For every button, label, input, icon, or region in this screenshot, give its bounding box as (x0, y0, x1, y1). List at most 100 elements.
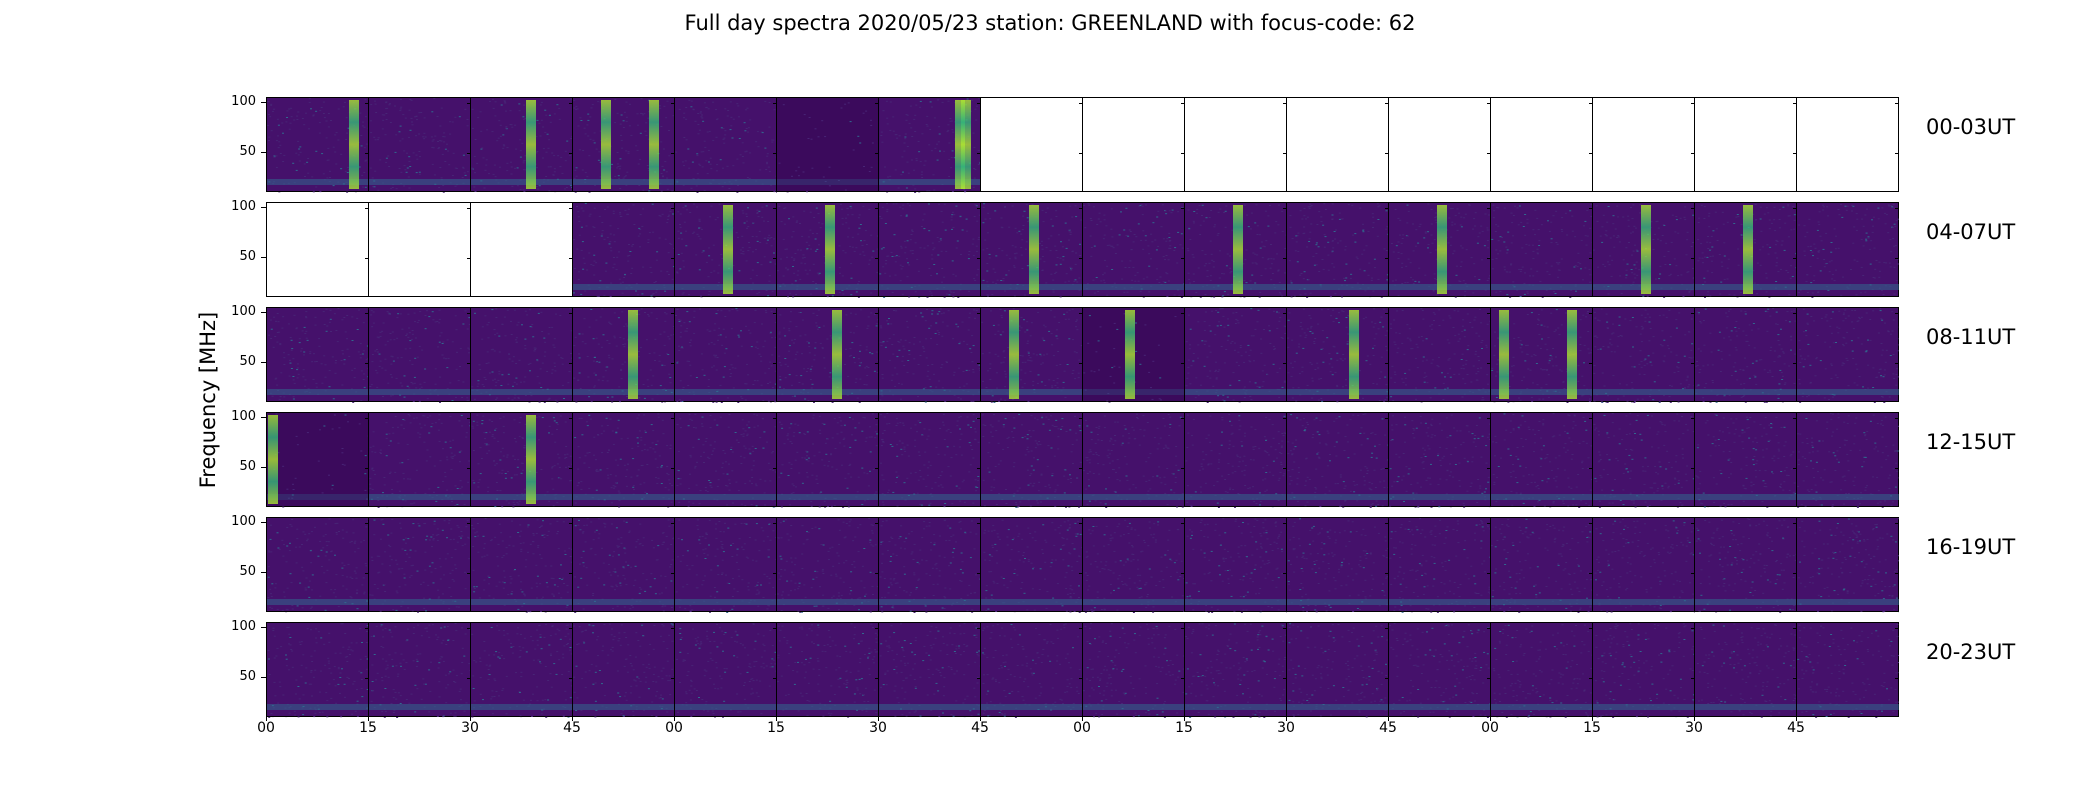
panel-tick (1079, 363, 1083, 364)
panel-tick (1079, 468, 1083, 469)
spectrum-noise (1593, 308, 1695, 403)
radio-burst (1233, 205, 1244, 294)
spectrum-panel (1490, 517, 1593, 613)
panel-tick (1079, 208, 1083, 209)
y-tick-label: 50 (239, 564, 256, 579)
panel-tick (1181, 103, 1185, 104)
low-frequency-band (1083, 599, 1185, 605)
panel-tick (1181, 678, 1185, 679)
x-tick-label: 00 (257, 720, 275, 736)
low-frequency-band (1287, 599, 1389, 605)
spectrum-panel (368, 307, 471, 403)
panel-tick (1283, 313, 1287, 314)
y-tick-label: 100 (231, 199, 256, 214)
panel-tick (569, 208, 573, 209)
panel-tick (1487, 103, 1491, 104)
spectrum-panel-empty (368, 202, 471, 297)
spectrum-noise (1491, 518, 1593, 613)
radio-burst (1743, 205, 1754, 294)
panel-tick (467, 678, 471, 679)
panel-tick (1181, 313, 1185, 314)
low-frequency-band (1185, 704, 1287, 710)
panel-tick (1079, 153, 1083, 154)
spectrum-panel (1796, 622, 1899, 718)
spectrum-panel (1490, 202, 1593, 298)
panel-tick (875, 103, 879, 104)
panel-tick (1691, 523, 1695, 524)
y-tick-mark (261, 312, 266, 313)
panel-tick (1283, 573, 1287, 574)
panel-tick (875, 523, 879, 524)
panel-tick (1181, 523, 1185, 524)
panel-tick (1895, 153, 1899, 154)
panel-tick (671, 573, 675, 574)
panel-tick (569, 103, 573, 104)
spectrum-panel (1388, 517, 1491, 613)
panel-tick (773, 418, 777, 419)
panel-tick (1895, 258, 1899, 259)
low-frequency-band (777, 704, 879, 710)
spectrum-noise (471, 414, 573, 508)
spectrum-panel (368, 622, 471, 718)
low-frequency-band (1083, 704, 1185, 710)
panel-tick (1079, 258, 1083, 259)
spectrum-noise (267, 413, 369, 508)
spectrum-noise (1593, 413, 1695, 508)
low-frequency-band (675, 704, 777, 710)
panel-tick (467, 523, 471, 524)
panel-tick (365, 628, 369, 629)
panel-tick (467, 628, 471, 629)
spectrum-panel (1796, 307, 1899, 403)
spectrum-panel (674, 97, 777, 193)
panel-tick (1589, 208, 1593, 209)
low-frequency-band (879, 284, 981, 290)
panel-tick (1487, 363, 1491, 364)
panel-tick (1181, 628, 1185, 629)
panel-tick (1487, 468, 1491, 469)
panel-tick (1589, 153, 1593, 154)
y-tick-label: 100 (231, 304, 256, 319)
spectrum-panel (1082, 622, 1185, 718)
panel-tick (1385, 678, 1389, 679)
spectrum-panel (470, 307, 573, 403)
panel-tick (1691, 468, 1695, 469)
y-tick-label: 50 (239, 249, 256, 264)
panel-tick (671, 628, 675, 629)
spectrum-panel (1286, 412, 1389, 508)
spectrum-panel (1184, 517, 1287, 613)
low-frequency-band (573, 704, 675, 710)
panel-tick (875, 678, 879, 679)
panel-tick (1589, 418, 1593, 419)
spectrum-panel (776, 412, 879, 508)
low-frequency-band (1593, 704, 1695, 710)
x-tick-label: 30 (461, 720, 479, 736)
spectrum-noise (1287, 308, 1389, 403)
panel-tick (1691, 258, 1695, 259)
panel-tick (1487, 258, 1491, 259)
panel-tick (1589, 363, 1593, 364)
panel-tick (875, 628, 879, 629)
panel-tick (671, 258, 675, 259)
panel-tick (1793, 313, 1797, 314)
panel-tick (773, 258, 777, 259)
low-frequency-band (1491, 494, 1593, 500)
low-frequency-band (267, 599, 369, 605)
spectrum-noise (471, 624, 573, 718)
panel-tick (1793, 678, 1797, 679)
low-frequency-band (267, 494, 369, 500)
spectrum-noise (1287, 203, 1389, 298)
spectrum-panel (572, 412, 675, 508)
x-tick-label: 15 (1583, 720, 1601, 736)
spectrum-panel (470, 622, 573, 718)
spectrum-panel-empty (266, 202, 369, 297)
spectrum-noise (267, 308, 369, 403)
low-frequency-band (369, 704, 471, 710)
spectrum-panel (368, 412, 471, 508)
spectrum-panel (878, 622, 981, 718)
low-frequency-band (471, 179, 573, 185)
spectrum-noise (777, 518, 879, 613)
panel-tick (365, 363, 369, 364)
spectrum-panel (470, 517, 573, 613)
panel-tick (977, 363, 981, 364)
panel-tick (671, 418, 675, 419)
